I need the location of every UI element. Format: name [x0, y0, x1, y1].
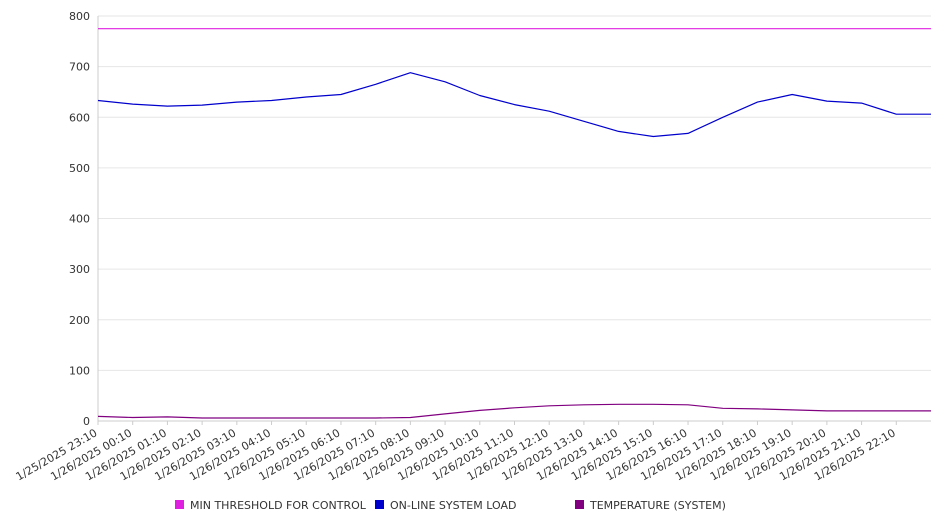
legend-label: TEMPERATURE (SYSTEM) — [589, 499, 726, 512]
series-lines — [97, 28, 931, 419]
gridlines — [98, 15, 931, 371]
y-tick-label: 0 — [83, 415, 90, 428]
y-tick-label: 100 — [69, 364, 90, 377]
y-tick-label: 400 — [69, 213, 90, 226]
legend-swatch — [575, 500, 584, 509]
series-line-2 — [97, 72, 931, 138]
y-tick-label: 700 — [69, 61, 90, 74]
y-tick-label: 800 — [69, 10, 90, 23]
legend-swatch — [375, 500, 384, 509]
y-tick-label: 300 — [69, 263, 90, 276]
y-tick-label: 500 — [69, 162, 90, 175]
legend-swatch — [175, 500, 184, 509]
x-axis-ticks: 1/25/2025 23:101/26/2025 00:101/26/2025 … — [14, 421, 898, 483]
y-tick-label: 200 — [69, 314, 90, 327]
legend-label: MIN THRESHOLD FOR CONTROL — [190, 499, 367, 512]
y-axis-ticks: 0 100 200 300 400 500 600 700 800 — [69, 10, 90, 428]
y-tick-label: 600 — [69, 111, 90, 124]
series-line-3 — [97, 403, 931, 419]
legend: MIN THRESHOLD FOR CONTROL ON-LINE SYSTEM … — [175, 499, 726, 512]
legend-label: ON-LINE SYSTEM LOAD — [390, 499, 516, 512]
